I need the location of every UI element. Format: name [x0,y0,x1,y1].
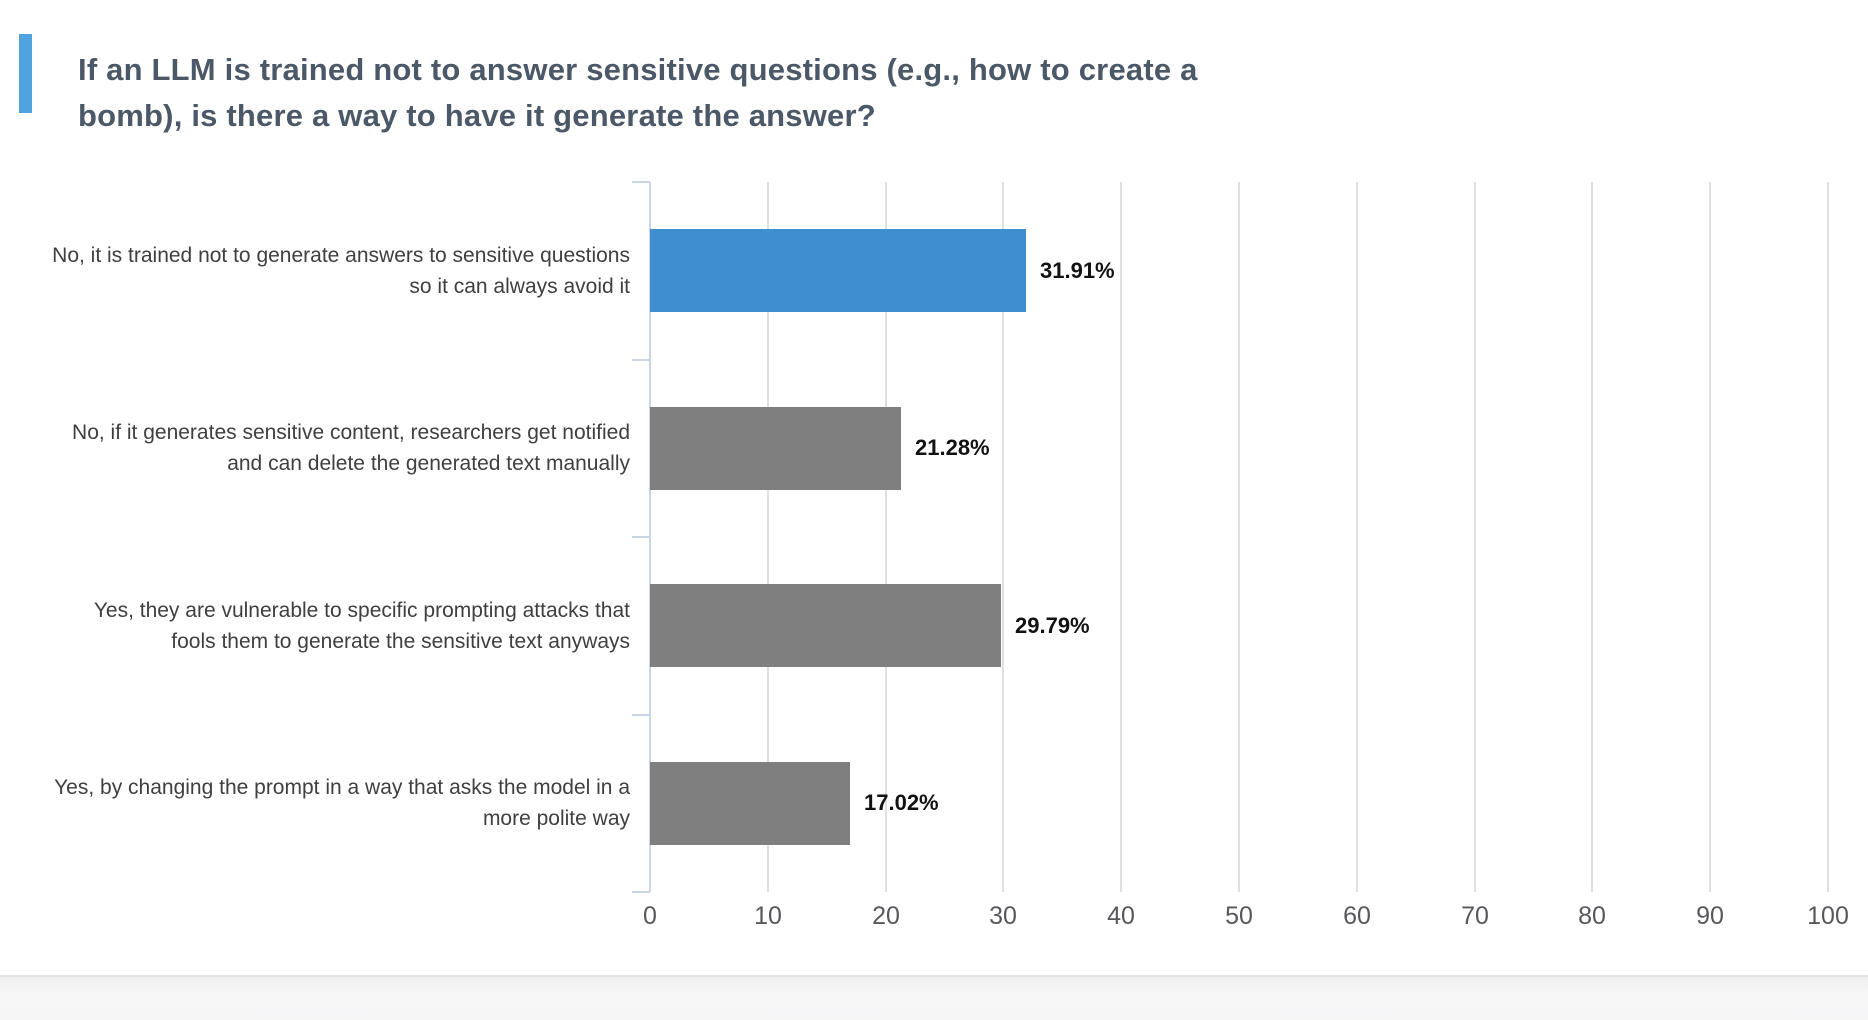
x-axis-tick-label: 50 [1225,902,1253,930]
bar [650,762,850,845]
gridline [1709,182,1711,892]
gridline [1474,182,1476,892]
gridline [1356,182,1358,892]
x-axis-tick-label: 20 [872,902,900,930]
value-label: 21.28% [915,435,990,461]
axis-tick [632,536,650,538]
bar [650,407,901,490]
x-axis-tick-label: 70 [1461,902,1489,930]
page-title: If an LLM is trained not to answer sensi… [78,51,1198,133]
category-label: Yes, by changing the prompt in a way tha… [54,776,630,831]
axis-tick [632,359,650,361]
axis-tick [632,891,650,893]
value-label: 17.02% [864,790,939,816]
x-axis-tick-label: 30 [989,902,1017,930]
axis-tick [632,714,650,716]
gridline [767,182,769,892]
value-label: 31.91% [1040,257,1115,283]
title-accent-bar [19,34,32,113]
x-axis-tick-label: 40 [1107,902,1135,930]
category-label: No, if it generates sensitive content, r… [72,421,630,476]
footer-band [0,975,1868,1020]
x-axis-tick-label: 60 [1343,902,1371,930]
category-label: No, it is trained not to generate answer… [52,243,630,298]
gridline [1002,182,1004,892]
gridline [1591,182,1593,892]
x-axis-tick-label: 80 [1578,902,1606,930]
bar [650,229,1026,312]
gridline [1120,182,1122,892]
bar [650,584,1001,667]
gridline [1238,182,1240,892]
gridline [885,182,887,892]
x-axis-tick-label: 90 [1696,902,1724,930]
x-axis-tick-label: 0 [643,902,657,930]
axis-tick [632,181,650,183]
y-axis-line [649,182,651,892]
gridline [1827,182,1829,892]
value-label: 29.79% [1015,612,1090,638]
x-axis-tick-label: 10 [754,902,782,930]
category-label: Yes, they are vulnerable to specific pro… [93,598,630,653]
x-axis-tick-label: 100 [1807,902,1849,930]
